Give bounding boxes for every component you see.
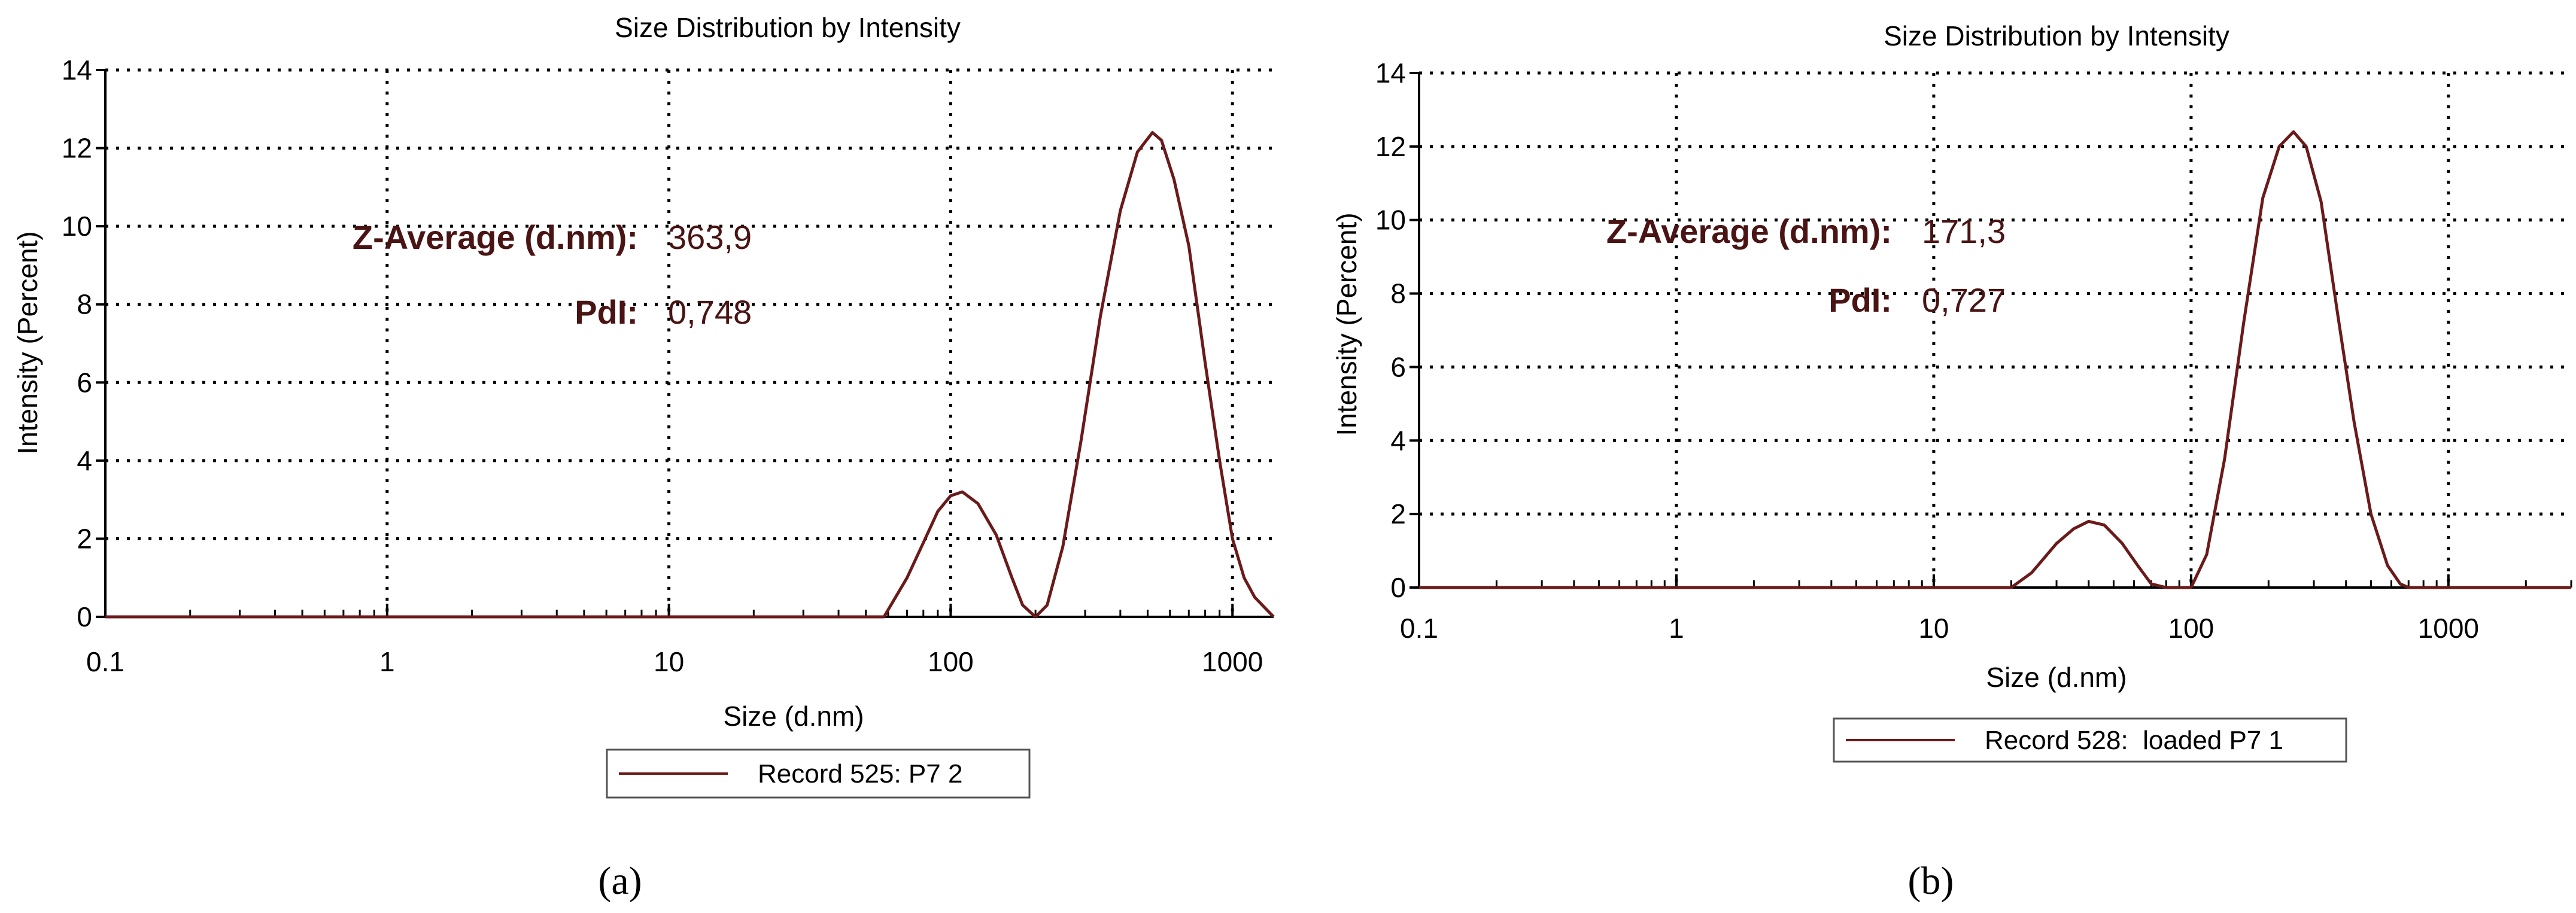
pdi-label: PdI:: [1828, 281, 1892, 319]
y-tick-label: 2: [1390, 498, 1406, 529]
panel-b: Size Distribution by Intensity 0 2 4 6 8 10 12…: [1331, 20, 2572, 903]
x-tick-labels-b: 0.1 1 10 100 1000: [1400, 613, 2479, 644]
grid-b: [1419, 71, 2571, 588]
y-tick-labels-b: 0 2 4 6 8 10 12 14: [1375, 57, 1419, 603]
y-tick-label: 14: [1375, 57, 1406, 89]
z-average-value: 363,9: [668, 218, 752, 256]
y-tick-label: 4: [77, 445, 92, 476]
x-tick-label: 100: [928, 646, 974, 677]
series-line: [1419, 130, 2571, 589]
y-tick-label: 6: [77, 367, 92, 398]
y-axis-label: Intensity (Percent): [1331, 212, 1362, 436]
y-tick-label: 10: [1375, 205, 1406, 236]
chart-title: Size Distribution by Intensity: [615, 12, 961, 43]
x-tick-label: 10: [1918, 613, 1949, 644]
x-tick-label: 1000: [1202, 646, 1263, 677]
series-b: [1419, 130, 2571, 589]
x-tick-label: 100: [2168, 613, 2214, 644]
y-tick-label: 4: [1390, 425, 1406, 456]
y-tick-label: 12: [1375, 131, 1406, 162]
y-tick-label: 8: [77, 289, 92, 320]
y-axis-label: Intensity (Percent): [12, 231, 43, 454]
pdi-label: PdI:: [575, 293, 638, 331]
y-tick-label: 14: [62, 54, 92, 86]
x-tick-label: 0.1: [86, 646, 124, 677]
z-average-label: Z-Average (d.nm):: [1606, 212, 1892, 250]
x-axis-label: Size (d.nm): [723, 701, 864, 732]
y-tick-label: 2: [77, 523, 92, 554]
legend-a: Record 525: P7 2: [606, 748, 1031, 799]
y-tick-label: 8: [1390, 278, 1406, 309]
x-tick-marks-a: [104, 604, 1234, 617]
x-tick-label: 1000: [2418, 613, 2479, 644]
series-a: [105, 131, 1275, 619]
panel-caption: (b): [1908, 859, 1954, 903]
chart-title: Size Distribution by Intensity: [1884, 20, 2229, 51]
axes-frame-b: [1418, 73, 2571, 589]
y-tick-label: 10: [62, 211, 92, 242]
z-average-value: 171,3: [1922, 212, 2006, 250]
legend-entry: Record 528: loaded P7 1: [1985, 726, 2283, 755]
panel-a: Size Distribution by Intensity 0 2 4 6 8 10 12…: [12, 12, 1275, 903]
x-tick-labels-a: 0.1 1 10 100 1000: [86, 646, 1263, 677]
pdi-value: 0,727: [1922, 281, 2006, 319]
panel-caption: (a): [598, 859, 642, 903]
y-tick-label: 6: [1390, 351, 1406, 382]
x-tick-label: 0.1: [1400, 613, 1438, 644]
y-tick-labels-a: 0 2 4 6 8 10 12 14: [62, 54, 105, 632]
y-tick-label: 0: [77, 601, 92, 632]
axes-frame-a: [104, 70, 1274, 618]
series-line: [105, 131, 1275, 619]
x-axis-label: Size (d.nm): [1986, 662, 2127, 693]
y-tick-label: 0: [1390, 572, 1406, 603]
x-tick-label: 1: [1669, 613, 1684, 644]
z-average-label: Z-Average (d.nm):: [353, 218, 638, 256]
pdi-value: 0,748: [668, 293, 752, 331]
grid-a: [105, 68, 1274, 617]
legend-entry: Record 525: P7 2: [758, 759, 962, 789]
legend-b: Record 528: loaded P7 1: [1833, 717, 2347, 763]
x-tick-label: 10: [654, 646, 684, 677]
x-tick-label: 1: [379, 646, 395, 677]
y-tick-label: 12: [62, 133, 92, 164]
